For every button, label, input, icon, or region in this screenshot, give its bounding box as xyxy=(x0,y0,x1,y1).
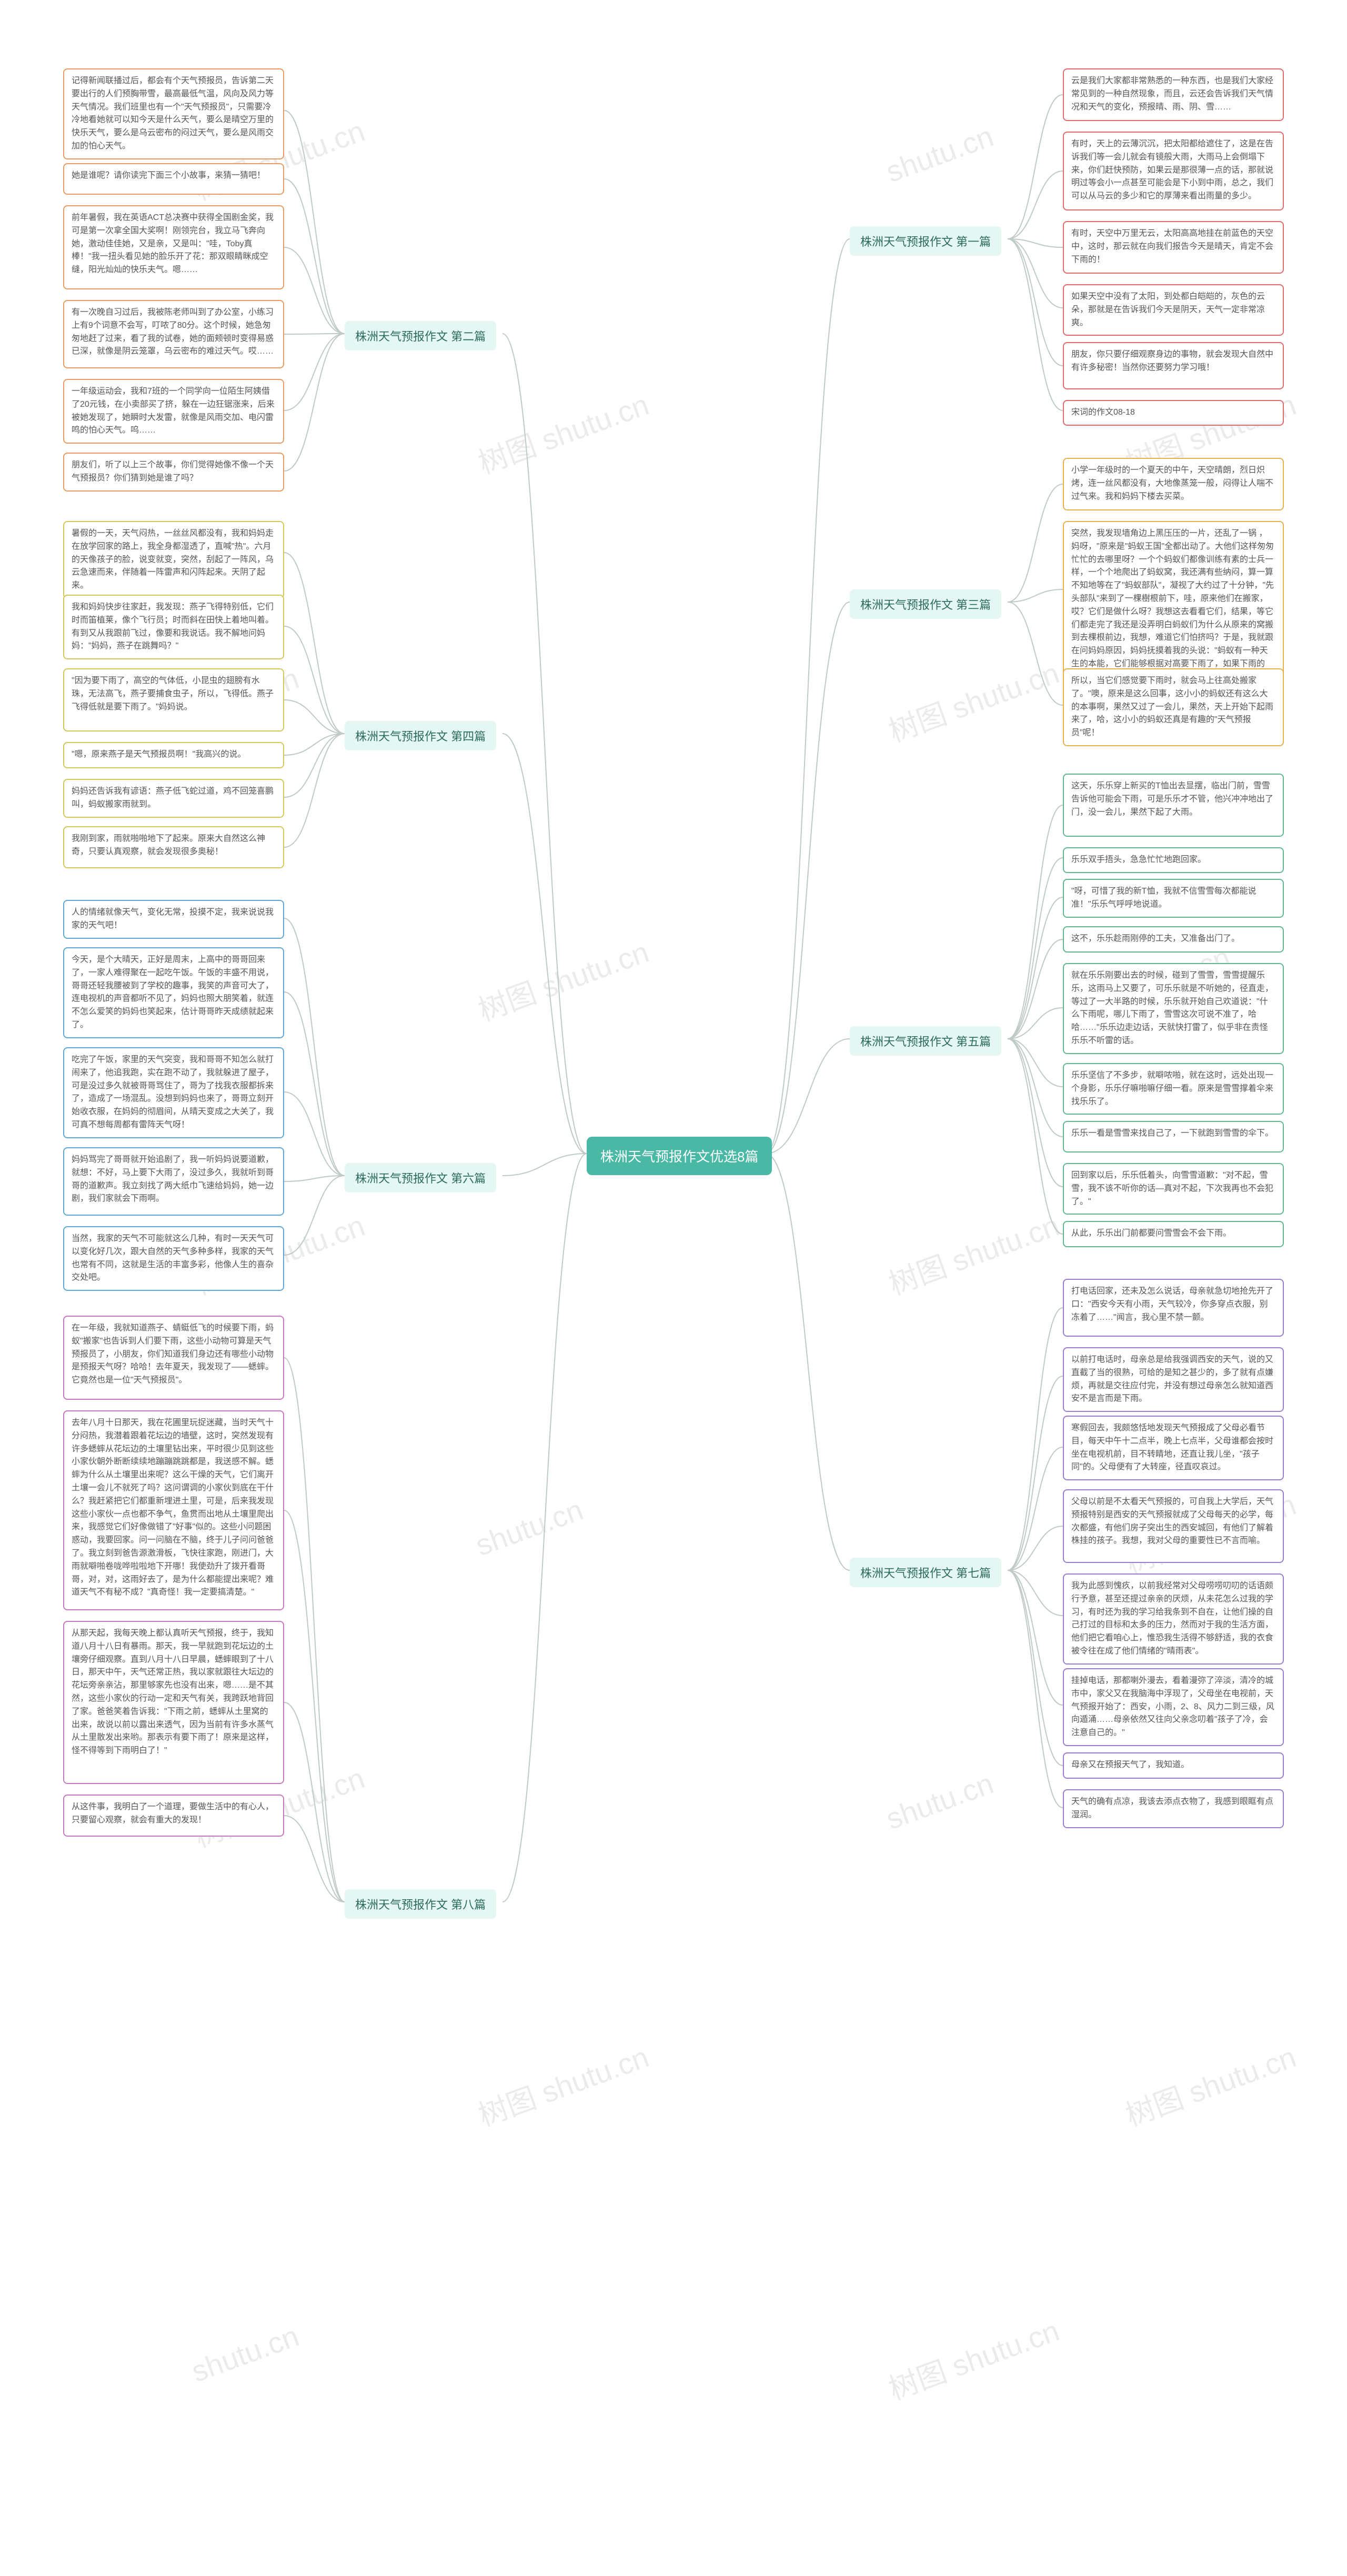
leaf-node[interactable]: 人的情绪就像天气，变化无常，投摸不定，我来说说我家的天气吧！ xyxy=(63,900,284,939)
leaf-node[interactable]: 在一年级，我就知道燕子、蜻蜓低飞的时候要下雨，蚂蚁"搬家"也告诉到人们要下雨，这… xyxy=(63,1316,284,1400)
branch-node-p1[interactable]: 株洲天气预报作文 第一篇 xyxy=(850,226,1001,256)
leaf-node[interactable]: 去年八月十日那天，我在花圃里玩捉迷藏，当时天气十分闷热，我潜着跟着花坛边的墙壁，… xyxy=(63,1410,284,1610)
leaf-node[interactable]: 就在乐乐刚要出去的时候，碰到了雪雪，雪雪提醒乐乐，这雨马上又要了，可乐乐就是不听… xyxy=(1063,963,1284,1054)
leaf-node[interactable]: 以前打电话时，母亲总是给我强调西安的天气，说的又直截了当的很熟，可给的是知之甚少… xyxy=(1063,1347,1284,1412)
leaf-node[interactable]: 今天，是个大晴天，正好是周末，上高中的哥哥回来了，一家人难得聚在一起吃午饭。午饭… xyxy=(63,947,284,1038)
leaf-node[interactable]: "嗯，原来燕子是天气预报员啊！"我高兴的说。 xyxy=(63,742,284,768)
branch-node-p3[interactable]: 株洲天气预报作文 第三篇 xyxy=(850,589,1001,619)
branch-node-p7[interactable]: 株洲天气预报作文 第七篇 xyxy=(850,1558,1001,1587)
leaf-node[interactable]: 她是谁呢？请你读完下面三个小故事，来猜一猜吧！ xyxy=(63,163,284,195)
leaf-node[interactable]: 有一次晚自习过后，我被陈老师叫到了办公室，小练习上有9个词意不会写，叮哝了80分… xyxy=(63,300,284,368)
leaf-node[interactable]: 回到家以后，乐乐低着头，向雪雪道歉："对不起，雪雪，我不该不听你的话—真对不起，… xyxy=(1063,1163,1284,1215)
leaf-node[interactable]: 妈妈骂完了哥哥就开始追剧了，我一听妈妈说要道歉，就想：不好，马上要下大雨了，没过… xyxy=(63,1147,284,1216)
leaf-node[interactable]: 所以，当它们感觉要下雨时，就会马上往高处搬家了。"噢，原来是这么回事，这小小的蚂… xyxy=(1063,668,1284,746)
leaf-node[interactable]: 朋友，你只要仔细观察身边的事物，就会发现大自然中有许多秘密！当然你还要努力学习哦… xyxy=(1063,342,1284,389)
leaf-node[interactable]: 乐乐双手捂头，急急忙忙地跑回家。 xyxy=(1063,847,1284,873)
leaf-node[interactable]: 打电话回家，还未及怎么说话，母亲就急切地抢先开了口："西安今天有小雨，天气较冷，… xyxy=(1063,1279,1284,1337)
leaf-node[interactable]: 前年暑假，我在英语ACT总决赛中获得全国剧金奖，我可是第一次拿全国大奖啊！刚领完… xyxy=(63,205,284,289)
leaf-node[interactable]: 寒假回去，我颇悠恬地发现天气预报成了父母必看节目，每天中午十二点半，晚上七点半，… xyxy=(1063,1416,1284,1480)
leaf-node[interactable]: 妈妈还告诉我有谚语：燕子低飞蛇过道，鸡不回笼喜鹏叫，蚂蚁搬家雨就到。 xyxy=(63,779,284,818)
branch-node-p8[interactable]: 株洲天气预报作文 第八篇 xyxy=(345,1889,496,1919)
leaf-node[interactable]: 吃完了午饭，家里的天气突变，我和哥哥不知怎么就打闹来了，他追我跑，实在跑不动了，… xyxy=(63,1047,284,1138)
leaf-node[interactable]: "因为要下雨了，高空的气体低，小昆虫的翅膀有水珠，无法高飞，燕子要捕食虫子，所以… xyxy=(63,668,284,731)
leaf-node[interactable]: 有时，天空中万里无云，太阳高高地挂在前蓝色的天空中，这时，那云就在向我们报告今天… xyxy=(1063,221,1284,274)
center-node[interactable]: 株洲天气预报作文优选8篇 xyxy=(587,1137,772,1175)
leaf-node[interactable]: 挂掉电话，那都喇外漫去，看着漫弥了淬淡，清冷的城市中，家父又在我脑海中浮现了，父… xyxy=(1063,1668,1284,1746)
branch-node-p5[interactable]: 株洲天气预报作文 第五篇 xyxy=(850,1026,1001,1056)
leaf-node[interactable]: 云是我们大家都非常熟悉的一种东西，也是我们大家经常见到的一种自然现象，而且，云还… xyxy=(1063,68,1284,121)
leaf-node[interactable]: 我和妈妈快步往家赶，我发现：燕子飞得特别低，它们时而笛植莱，像个飞行员；时而斜在… xyxy=(63,595,284,659)
leaf-node[interactable]: 这天，乐乐穿上新买的T恤出去显摆，临出门前，雪雪告诉他可能会下雨，可是乐乐才不管… xyxy=(1063,774,1284,837)
leaf-node[interactable]: 我刚到家，雨就啪啪地下了起来。原来大自然这么神奇，只要认真观察，就会发现很多奥秘… xyxy=(63,826,284,868)
leaf-node[interactable]: 从此，乐乐出门前都要问雪雪会不会下雨。 xyxy=(1063,1221,1284,1247)
leaf-node[interactable]: 父母以前是不太看天气预报的，可自我上大学后，天气预报特别是西安的天气预报就成了父… xyxy=(1063,1489,1284,1563)
branch-node-p4[interactable]: 株洲天气预报作文 第四篇 xyxy=(345,721,496,750)
leaf-node[interactable]: 从那天起，我每天晚上都认真听天气预报，终于，我知道八月十八日有暴雨。那天，我一早… xyxy=(63,1621,284,1784)
branch-node-p2[interactable]: 株洲天气预报作文 第二篇 xyxy=(345,321,496,350)
leaf-node[interactable]: 暑假的一天，天气闷热，一丝丝风都没有，我和妈妈走在放学回家的路上，我全身都湿透了… xyxy=(63,521,284,599)
leaf-node[interactable]: 突然，我发现墙角边上黑压压的一片，还乱了一锅 ，妈呀，"原来是"蚂蚁王国"全都出… xyxy=(1063,521,1284,690)
leaf-node[interactable]: 天气的确有点凉，我该去添点衣物了，我感到眼眶有点湿润。 xyxy=(1063,1789,1284,1828)
leaf-node[interactable]: 宋词的作文08-18 xyxy=(1063,400,1284,426)
leaf-node[interactable]: 如果天空中没有了太阳，到处都白皑皑的，灰色的云朵，那就是在告诉我们今天是阴天，天… xyxy=(1063,284,1284,336)
leaf-node[interactable]: 乐乐坚信了不多步，就噼哝啪，就在这时，远处出现一个身影，乐乐仔嘛啪嘛仔细一看。原… xyxy=(1063,1063,1284,1115)
branch-node-p6[interactable]: 株洲天气预报作文 第六篇 xyxy=(345,1163,496,1192)
leaf-node[interactable]: 母亲又在预报天气了，我知道。 xyxy=(1063,1752,1284,1779)
leaf-node[interactable]: 小学一年级时的一个夏天的中午，天空晴朗，烈日炽烤，连一丝风都没有，大地像蒸笼一般… xyxy=(1063,458,1284,510)
leaf-node[interactable]: 我为此感到愧疚，以前我经常对父母唠唠叨叨的话语颇行予意，甚至还提过亲亲的厌烦，从… xyxy=(1063,1573,1284,1665)
leaf-node[interactable]: 朋友们，听了以上三个故事，你们觉得她像不像一个天气预报员？你们猜到她是谁了吗？ xyxy=(63,453,284,492)
leaf-node[interactable]: 当然，我家的天气不可能就这么几种，有时一天天气可以变化好几次，跟大自然的天气多种… xyxy=(63,1226,284,1291)
leaf-node[interactable]: 记得新闻联播过后，都会有个天气预报员，告诉第二天要出行的人们预胸带雪，最高最低气… xyxy=(63,68,284,159)
leaf-node[interactable]: 乐乐一看是雪雪来找自己了，一下就跑到雪雪的伞下。 xyxy=(1063,1121,1284,1152)
leaf-node[interactable]: 从这件事，我明白了一个道理，要做生活中的有心人，只要留心观察，就会有重大的发现！ xyxy=(63,1795,284,1837)
leaf-node[interactable]: 一年级运动会，我和7班的一个同学向一位陌生阿姨借了20元钱，在小卖部买了挤，躲在… xyxy=(63,379,284,444)
leaf-node[interactable]: 这不，乐乐趁雨刚停的工夫，又准备出门了。 xyxy=(1063,926,1284,953)
leaf-node[interactable]: "呀，可惜了我的新T恤，我就不信雪雪每次都能说准！"乐乐气呼呼地说道。 xyxy=(1063,879,1284,918)
leaf-node[interactable]: 有时，天上的云薄沉沉，把太阳都给遮住了，这是在告诉我们等一会儿就会有镜般大雨，大… xyxy=(1063,132,1284,211)
